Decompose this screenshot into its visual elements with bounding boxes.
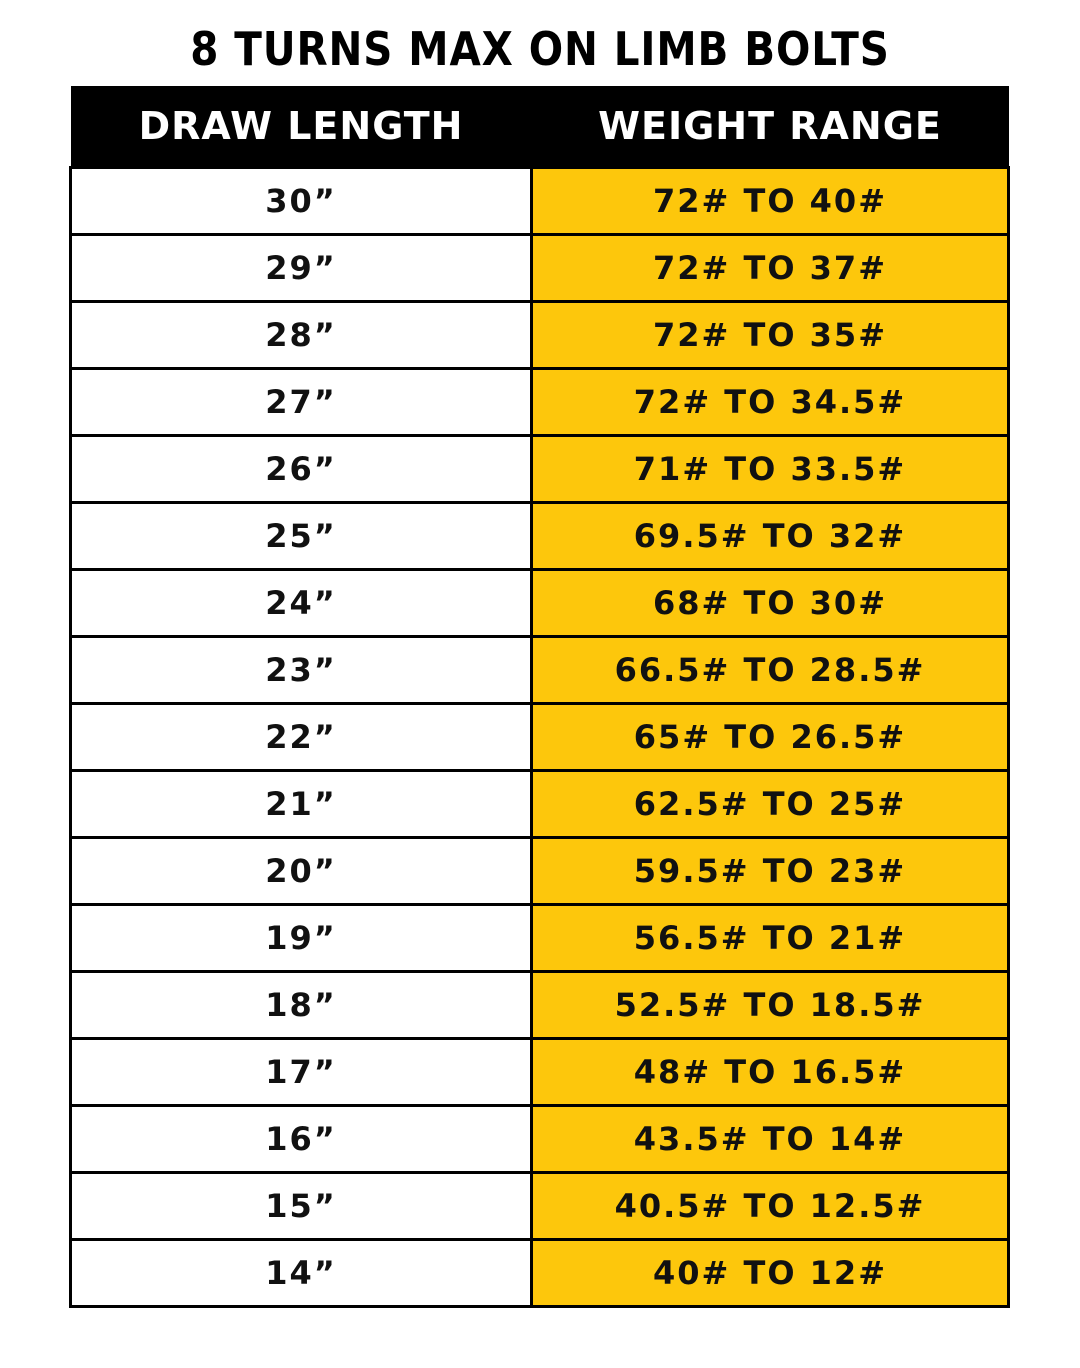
draw-length-cell: 22” [69,702,533,772]
table-row: 18” 52.5# TO 18.5# [69,970,1010,1040]
weight-range-cell: 43.5# TO 14# [530,1104,1010,1174]
draw-length-cell: 17” [69,1037,533,1107]
table-row: 22” 65# TO 26.5# [69,702,1010,772]
weight-range-cell: 65# TO 26.5# [530,702,1010,772]
weight-range-cell: 71# TO 33.5# [530,434,1010,504]
draw-length-cell: 27” [69,367,533,437]
weight-range-cell: 40# TO 12# [530,1238,1010,1308]
draw-length-cell: 28” [69,300,533,370]
weight-range-cell: 72# TO 37# [530,233,1010,303]
draw-length-cell: 23” [69,635,533,705]
page-title: 8 TURNS MAX ON LIMB BOLTS [190,22,890,76]
table-row: 20” 59.5# TO 23# [69,836,1010,906]
weight-range-cell: 72# TO 35# [530,300,1010,370]
draw-length-cell: 30” [69,166,533,236]
table-row: 30” 72# TO 40# [69,166,1010,236]
table-row: 15” 40.5# TO 12.5# [69,1171,1010,1241]
table-row: 14” 40# TO 12# [69,1238,1010,1308]
weight-range-cell: 52.5# TO 18.5# [530,970,1010,1040]
weight-range-cell: 59.5# TO 23# [530,836,1010,906]
draw-length-cell: 26” [69,434,533,504]
table-row: 24” 68# TO 30# [69,568,1010,638]
table-row: 29” 72# TO 37# [69,233,1010,303]
weight-range-cell: 56.5# TO 21# [530,903,1010,973]
weight-range-cell: 72# TO 40# [530,166,1010,236]
draw-length-cell: 18” [69,970,533,1040]
table-row: 28” 72# TO 35# [69,300,1010,370]
table-row: 27” 72# TO 34.5# [69,367,1010,437]
weight-range-cell: 68# TO 30# [530,568,1010,638]
weight-range-cell: 69.5# TO 32# [530,501,1010,571]
table-row: 26” 71# TO 33.5# [69,434,1010,504]
draw-length-cell: 20” [69,836,533,906]
table-row: 16” 43.5# TO 14# [69,1104,1010,1174]
table-row: 19” 56.5# TO 21# [69,903,1010,973]
table-row: 21” 62.5# TO 25# [69,769,1010,839]
draw-length-cell: 16” [69,1104,533,1174]
draw-length-cell: 25” [69,501,533,571]
weight-range-cell: 66.5# TO 28.5# [530,635,1010,705]
header-weight-range: WEIGHT RANGE [531,86,1009,168]
draw-length-cell: 29” [69,233,533,303]
weight-range-cell: 72# TO 34.5# [530,367,1010,437]
header-draw-length: DRAW LENGTH [70,86,532,168]
table-row: 25” 69.5# TO 32# [69,501,1010,571]
table-header-row: DRAW LENGTH WEIGHT RANGE [70,86,1009,168]
table-row: 17” 48# TO 16.5# [69,1037,1010,1107]
draw-length-cell: 21” [69,769,533,839]
draw-length-cell: 14” [69,1238,533,1308]
weight-range-cell: 62.5# TO 25# [530,769,1010,839]
weight-range-cell: 48# TO 16.5# [530,1037,1010,1107]
draw-length-cell: 15” [69,1171,533,1241]
weight-range-cell: 40.5# TO 12.5# [530,1171,1010,1241]
table-row: 23” 66.5# TO 28.5# [69,635,1010,705]
draw-length-cell: 24” [69,568,533,638]
weight-range-table: DRAW LENGTH WEIGHT RANGE 30” 72# TO 40# 29… [69,86,1010,1308]
draw-length-cell: 19” [69,903,533,973]
